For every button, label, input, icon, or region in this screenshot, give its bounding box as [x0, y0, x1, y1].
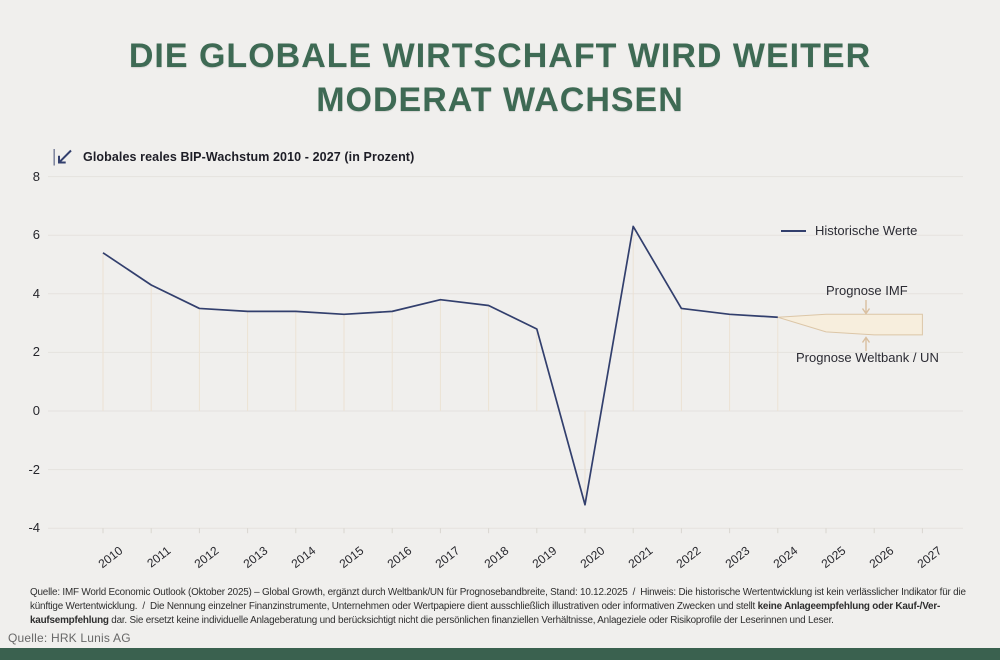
annotation-prognose-weltbank-un: Prognose Weltbank / UN	[796, 350, 939, 365]
gdp-growth-line-chart	[48, 176, 963, 534]
disclaimer-line-2: künftige Wertentwicklung. / Die Nennung …	[30, 600, 990, 614]
chart-subtitle-row: Globales reales BIP-Wachstum 2010 - 2027…	[52, 146, 414, 168]
page-title-line2: MODERAT WACHSEN	[316, 81, 684, 119]
arrow-down-left-icon	[53, 149, 72, 166]
forecast-band	[777, 313, 923, 336]
y-tick-label-2: 2	[32, 344, 40, 360]
source-note: Quelle: HRK Lunis AG	[8, 631, 131, 645]
disclaimer-line-1: Quelle: IMF World Economic Outlook (Okto…	[30, 586, 990, 600]
y-tick-label--2: -2	[28, 461, 40, 477]
y-tick-label-0: 0	[32, 403, 40, 418]
disclaimer-text: Quelle: IMF World Economic Outlook (Okto…	[30, 586, 990, 629]
bottom-accent-bar	[0, 648, 1000, 660]
legend-label: Historische Werte	[815, 223, 918, 238]
page-title-line1: DIE GLOBALE WIRTSCHAFT WIRD WEITER	[128, 37, 872, 75]
disclaimer-bold-segment: kaufsempfehlung	[30, 615, 109, 627]
disclaimer-segment: künftige Wertentwicklung. / Die Nennung …	[30, 601, 758, 613]
chart-subtitle: Globales reales BIP-Wachstum 2010 - 2027…	[83, 150, 415, 164]
annotation-prognose-imf: Prognose IMF	[826, 283, 908, 298]
disclaimer-bold-segment: keine Anlageempfehlung oder Kauf-/Ver-	[757, 601, 941, 613]
page-title: DIE GLOBALE WIRTSCHAFT WIRD WEITER MODER…	[0, 34, 1000, 122]
y-tick-label-4: 4	[32, 285, 40, 301]
disclaimer-segment: dar. Sie ersetzt keine individuelle Anla…	[108, 615, 834, 627]
historical-line	[102, 225, 778, 506]
disclaimer-line-3: kaufsempfehlung dar. Sie ersetzt keine i…	[30, 614, 990, 628]
arrowhead-down	[861, 308, 871, 315]
arrowhead-up	[861, 336, 871, 343]
y-tick-label-8: 8	[32, 168, 40, 184]
legend-line-sample	[781, 229, 806, 232]
y-tick-label--4: -4	[28, 520, 40, 536]
legend-historische-werte: Historische Werte	[781, 223, 917, 238]
disclaimer-segment: Quelle: IMF World Economic Outlook (Okto…	[30, 587, 966, 598]
y-tick-label-6: 6	[32, 227, 40, 243]
